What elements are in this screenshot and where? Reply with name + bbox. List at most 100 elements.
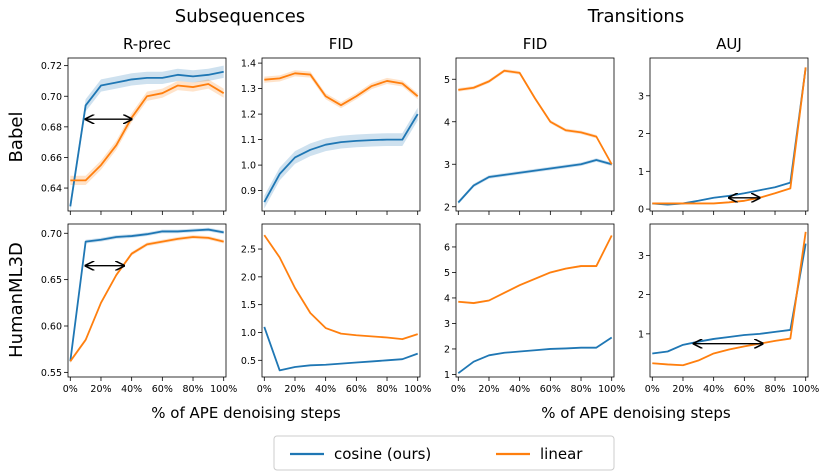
band-linear	[652, 66, 806, 205]
y-tick-label: 0.68	[41, 122, 62, 133]
y-tick-label: 1	[638, 167, 644, 178]
y-tick-label: 3	[444, 319, 450, 330]
y-tick-label: 0.70	[41, 92, 62, 103]
series-line-cosine	[69, 228, 224, 362]
axes-frame	[649, 57, 809, 212]
series-line-linear	[458, 235, 613, 304]
x-tick-label: 100%	[210, 384, 237, 395]
y-tick-label: 4	[444, 293, 450, 304]
series-line-linear	[652, 67, 807, 205]
band-cosine	[264, 107, 418, 209]
y-tick-label: 2	[444, 202, 450, 213]
x-tick-label: 20%	[90, 384, 111, 395]
y-tick-label: 2	[638, 290, 644, 301]
series-line-cosine	[263, 113, 419, 203]
band-linear	[652, 231, 806, 367]
y-tick-label: 1.0	[241, 161, 256, 172]
y-tick-label: 4	[444, 117, 450, 128]
panel-4: 0.55 0.60 0.65 0.70 0% 20% 40% 60% 80% 100%	[41, 223, 237, 395]
band-linear	[264, 234, 418, 340]
y-tick-label: 0.66	[41, 153, 62, 164]
series-line-linear	[70, 83, 225, 182]
panels: 0.64 0.66 0.68 0.70 0.72 R-prec 0.9 1.0 1.1 1.2 1.…	[41, 35, 819, 395]
panel-title: FID	[329, 35, 354, 53]
x-tick-label: 20%	[284, 384, 305, 395]
group-title-subsequences: Subsequences	[175, 6, 305, 27]
x-tick-label: 0%	[63, 384, 78, 395]
series-line-cosine	[457, 336, 613, 374]
plot-area	[69, 65, 225, 211]
series-line-cosine	[263, 326, 419, 372]
xlabel-subsequences: % of APE denoising steps	[151, 404, 341, 422]
series-line-linear	[263, 234, 418, 341]
axes-frame	[455, 223, 615, 378]
group-title-transitions: Transitions	[587, 6, 684, 27]
band-cosine	[458, 336, 612, 374]
panel-2: 2 3 4 5 FID	[444, 35, 615, 215]
panel-3: 0 1 2 3 AUJ	[638, 35, 809, 216]
panel-7: 1 2 3 0% 20% 40% 60% 80% 100%	[638, 223, 819, 395]
plot-area	[652, 231, 807, 367]
y-tick-label: 0.64	[41, 184, 62, 195]
panel-title: AUJ	[716, 35, 742, 53]
x-tick-label: 100%	[598, 384, 625, 395]
y-tick-label: 1.2	[241, 110, 256, 121]
axes-frame	[649, 223, 809, 378]
legend: cosine (ours) linear	[273, 435, 615, 471]
x-tick-label: 60%	[152, 384, 173, 395]
y-tick-label: 5	[444, 75, 450, 86]
x-tick-label: 100%	[792, 384, 819, 395]
panel-0: 0.64 0.66 0.68 0.70 0.72 R-prec	[41, 35, 227, 215]
band-linear	[458, 234, 612, 305]
plot-area	[457, 234, 613, 374]
y-tick-label: 0.55	[41, 368, 62, 379]
x-tick-label: 20%	[672, 384, 693, 395]
x-tick-label: 60%	[346, 384, 367, 395]
y-tick-label: 6	[444, 242, 450, 253]
band-linear	[70, 235, 224, 364]
y-tick-label: 0.60	[41, 322, 62, 333]
x-tick-label: 40%	[509, 384, 530, 395]
panel-5: 0.5 1.0 1.5 2.0 2.5 0% 20% 40% 60% 80% 100%	[241, 223, 431, 395]
panel-1: 0.9 1.0 1.1 1.2 1.3 1.4 FID	[241, 35, 421, 215]
y-tick-label: 1.0	[241, 328, 256, 339]
x-tick-label: 100%	[404, 384, 431, 395]
x-tick-label: 80%	[376, 384, 397, 395]
y-tick-label: 1.3	[241, 84, 256, 95]
x-tick-label: 60%	[734, 384, 755, 395]
y-tick-label: 3	[638, 91, 644, 102]
x-tick-label: 0%	[257, 384, 272, 395]
band-linear	[70, 79, 224, 185]
legend-label-linear: linear	[540, 445, 583, 463]
y-tick-label: 0	[638, 205, 644, 216]
y-tick-label: 2.0	[241, 272, 256, 283]
x-tick-label: 80%	[570, 384, 591, 395]
y-tick-label: 3	[444, 160, 450, 171]
y-tick-label: 1	[638, 329, 644, 340]
y-tick-label: 1	[444, 370, 450, 381]
y-tick-label: 1.5	[241, 300, 256, 311]
band-cosine	[70, 65, 224, 211]
x-tick-label: 0%	[451, 384, 466, 395]
x-tick-label: 60%	[540, 384, 561, 395]
y-tick-label: 3	[638, 251, 644, 262]
series-line-linear	[652, 231, 807, 367]
series-line-linear	[264, 72, 419, 107]
plot-area	[652, 66, 807, 206]
axes-frame	[455, 57, 615, 212]
x-tick-label: 40%	[315, 384, 336, 395]
x-tick-label: 40%	[121, 384, 142, 395]
plot-area	[69, 227, 224, 364]
panel-title: FID	[523, 35, 548, 53]
panel-title: R-prec	[123, 35, 171, 53]
series-line-cosine	[457, 159, 612, 204]
band-linear	[458, 69, 612, 166]
series-line-cosine	[652, 243, 807, 355]
x-tick-label: 80%	[764, 384, 785, 395]
row-label-humanml3d: HumanML3D	[6, 242, 27, 358]
y-tick-label: 1.4	[241, 59, 256, 70]
plot-area	[263, 234, 419, 372]
y-tick-label: 0.9	[241, 186, 256, 197]
